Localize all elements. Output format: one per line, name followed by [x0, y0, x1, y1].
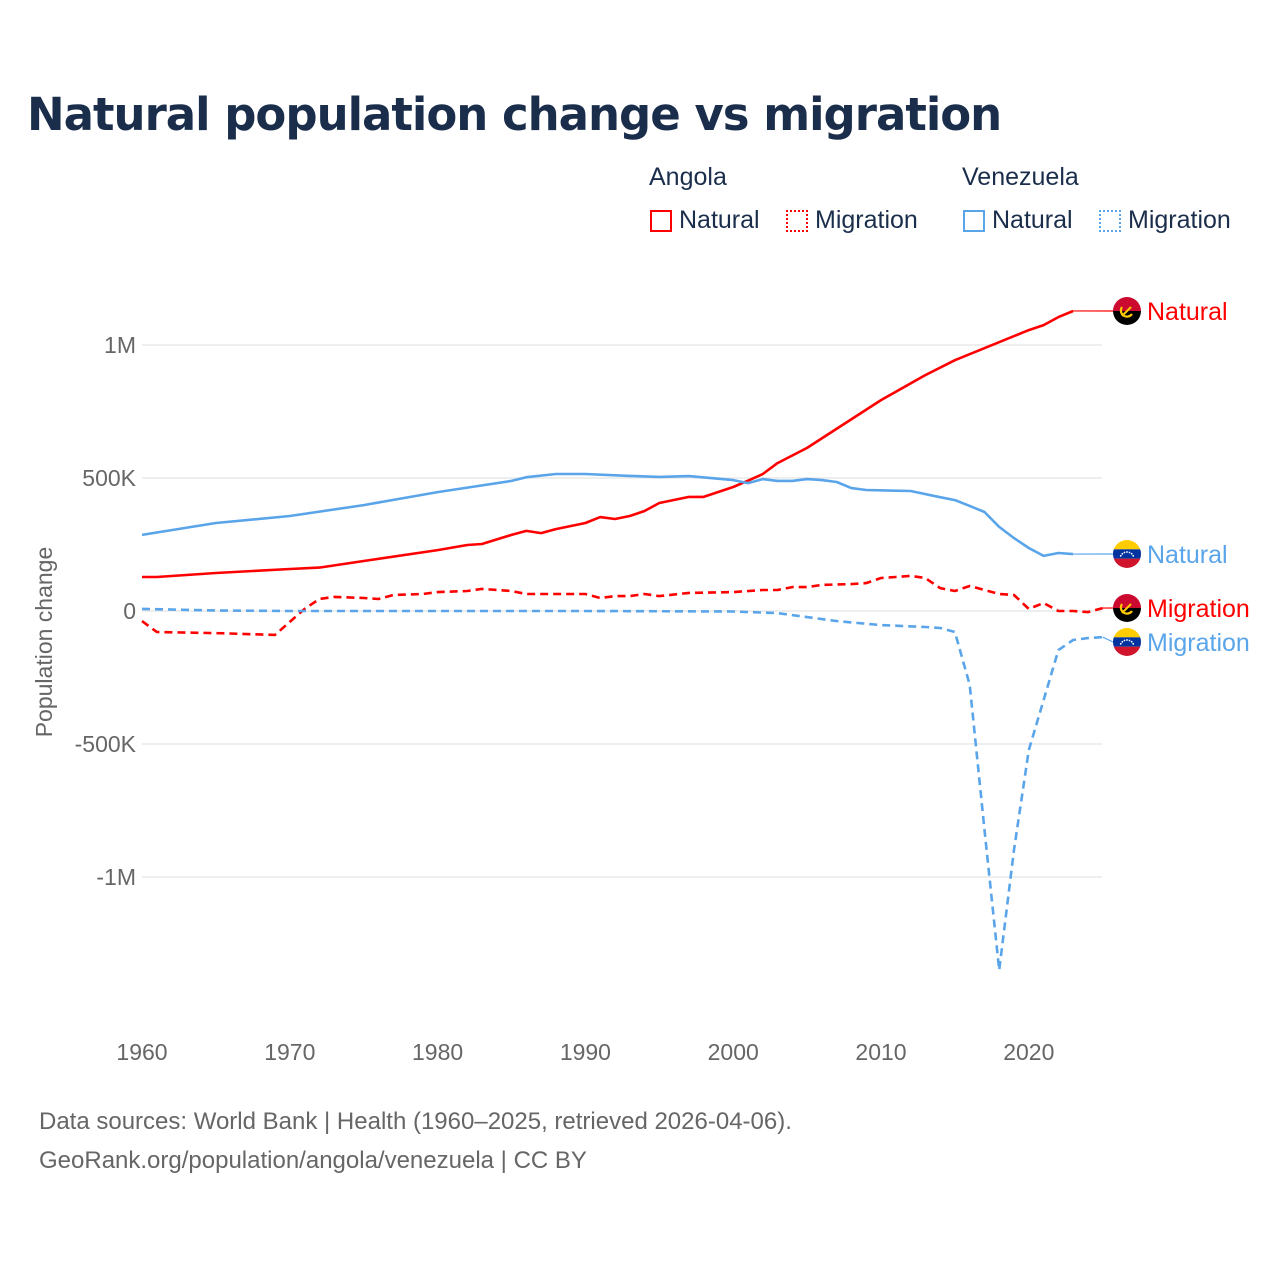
- flag-star: [1126, 551, 1128, 553]
- flag-star: [1128, 551, 1131, 554]
- end-label: Natural: [1147, 541, 1228, 569]
- legend-label: Natural: [679, 206, 760, 234]
- flag-body: [1113, 540, 1141, 568]
- legend-title-angola: Angola: [649, 163, 727, 191]
- end-connector: [1102, 636, 1114, 643]
- legend-angola-migration[interactable]: Migration: [786, 206, 918, 235]
- flag-star: [1123, 551, 1126, 554]
- flag-stripe: [1113, 297, 1141, 311]
- flag-star: [1121, 552, 1124, 555]
- legend-venezuela-migration[interactable]: Migration: [1099, 206, 1231, 235]
- flag-star: [1126, 639, 1128, 641]
- venezuela-flag-icon: [1113, 628, 1141, 656]
- flag-stripe: [1113, 311, 1141, 325]
- x-tick-label: 1990: [560, 1039, 611, 1065]
- series-line-venezuela-natural: [141, 472, 1074, 558]
- y-tick-label: -1M: [96, 864, 136, 890]
- flag-body: [1113, 297, 1141, 325]
- flag-body: [1113, 628, 1141, 656]
- flag-stripe: [1113, 628, 1141, 638]
- y-axis-label: Population change: [31, 547, 57, 738]
- flag-star: [1132, 642, 1135, 645]
- flag-star: [1130, 552, 1133, 555]
- flag-stripe: [1113, 637, 1141, 647]
- y-tick-label: 1M: [104, 332, 136, 358]
- legend-swatch: [786, 209, 808, 232]
- legend-swatch: [1099, 209, 1121, 232]
- legend-angola-natural[interactable]: Natural: [650, 206, 760, 235]
- legend-label: Migration: [815, 206, 918, 234]
- series-line-venezuela-migration: [141, 607, 1103, 972]
- y-tick-label: 500K: [82, 465, 136, 491]
- flag-star: [1130, 640, 1133, 643]
- flag-stripe: [1113, 608, 1141, 622]
- angola-flag-icon: [1113, 594, 1141, 622]
- legend-label: Natural: [992, 206, 1073, 234]
- flag-star: [1119, 642, 1122, 645]
- flag-star: [1132, 554, 1135, 557]
- flag-emblem: [1121, 306, 1132, 317]
- x-tick-label: 2000: [708, 1039, 759, 1065]
- flag-stripe: [1113, 549, 1141, 559]
- x-tick-label: 1960: [116, 1039, 167, 1065]
- legend-swatch: [963, 209, 985, 232]
- venezuela-flag-icon: [1113, 540, 1141, 568]
- end-label: Natural: [1147, 298, 1228, 326]
- flag-stripe: [1113, 594, 1141, 608]
- chart-title: Natural population change vs migration: [27, 88, 1002, 141]
- flag-emblem: [1121, 603, 1132, 614]
- flag-star: [1128, 639, 1131, 642]
- y-tick-label: -500K: [75, 731, 137, 757]
- end-label: Migration: [1147, 629, 1250, 657]
- x-tick-label: 1970: [264, 1039, 315, 1065]
- x-tick-label: 2010: [855, 1039, 906, 1065]
- footer-source: Data sources: World Bank | Health (1960–…: [39, 1108, 792, 1135]
- flag-stripe: [1113, 558, 1141, 568]
- flag-body: [1113, 594, 1141, 622]
- legend-venezuela-natural[interactable]: Natural: [963, 206, 1073, 235]
- x-tick-label: 1980: [412, 1039, 463, 1065]
- angola-flag-icon: [1113, 297, 1141, 325]
- legend-title-venezuela: Venezuela: [962, 163, 1079, 191]
- flag-star: [1121, 640, 1124, 643]
- flag-star: [1123, 639, 1126, 642]
- x-tick-label: 2020: [1003, 1039, 1054, 1065]
- legend-label: Migration: [1128, 206, 1231, 234]
- flag-stripe: [1113, 540, 1141, 550]
- flag-stripe: [1113, 646, 1141, 656]
- footer-link[interactable]: GeoRank.org/population/angola/venezuela …: [39, 1147, 587, 1174]
- series-line-angola-natural: [142, 309, 1074, 579]
- end-label: Migration: [1147, 595, 1250, 623]
- flag-star: [1119, 554, 1122, 557]
- legend-swatch: [650, 209, 672, 232]
- series-line-angola-migration: [141, 574, 1104, 637]
- y-tick-label: 0: [123, 598, 136, 624]
